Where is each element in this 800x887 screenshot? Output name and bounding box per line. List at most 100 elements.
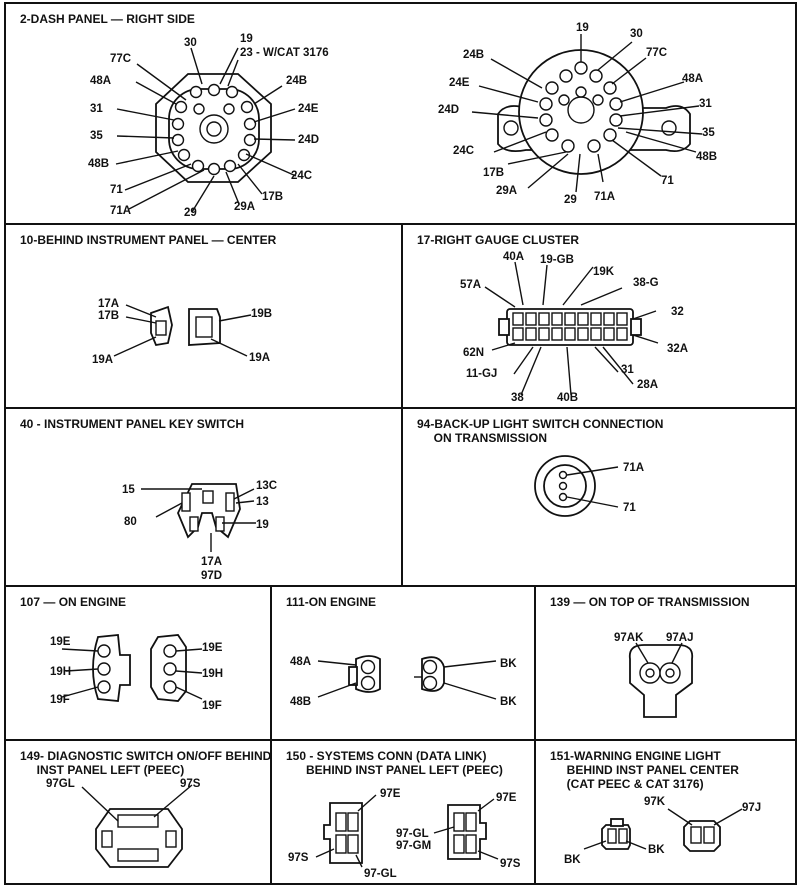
dash-connector-diagram: 30 19 23 - W/CAT 3176 77C 24B 48A 31 24E… — [88, 22, 717, 219]
panel-title: 2-DASH PANEL — RIGHT SIDE — [20, 12, 195, 26]
panel-dash-panel-right-side: 2-DASH PANEL — RIGHT SIDE 30 19 23 - W/C… — [4, 2, 797, 225]
right-label: 31 — [699, 98, 712, 110]
wire-label: 17A — [98, 298, 119, 310]
right-label: 71 — [661, 175, 674, 187]
wire-label: 97S — [180, 778, 201, 790]
connector-front-view: 30 19 23 - W/CAT 3176 77C 24B 48A 31 24E… — [88, 33, 329, 219]
panel-title: 139 — ON TOP OF TRANSMISSION — [550, 595, 750, 609]
connector-pin — [590, 312, 602, 326]
connector-pin — [525, 312, 537, 326]
connector-pin — [577, 327, 589, 341]
wire-label: 19-GB — [540, 254, 574, 266]
connector-pin — [590, 327, 602, 341]
left-label: 23 - W/CAT 3176 — [240, 47, 329, 59]
connector-diagram: 15 13C 13 80 19 17A 97D — [122, 480, 277, 582]
wire-label: 48B — [290, 696, 311, 708]
connector-diagram: 40A 19-GB 19K 57A 38-G 32 62N 32A 11-GJ … — [460, 251, 688, 404]
left-label: 48B — [88, 158, 109, 170]
left-label: 29 — [184, 207, 197, 219]
left-label: 48A — [90, 75, 111, 87]
right-label: 24C — [453, 145, 474, 157]
connector-pin — [512, 312, 524, 326]
right-label: 48A — [682, 73, 703, 85]
connector-diagram: 48A 48B BK BK — [290, 655, 517, 708]
connector-diagram: BK BK 97K 97J — [564, 796, 761, 866]
connector-diagram: 17A 17B 19B 19A 19A — [92, 298, 272, 366]
panel-title: 149- DIAGNOSTIC SWITCH ON/OFF BEHIND INS… — [20, 749, 272, 777]
wire-label: BK — [500, 696, 517, 708]
wire-label: 13C — [256, 480, 277, 492]
connector-pin — [603, 327, 615, 341]
right-label: 24B — [463, 49, 484, 61]
gauge-cluster-connector: 40A 19-GB 19K 57A 38-G 32 62N 32A 11-GJ … — [460, 251, 688, 404]
wire-label: 32A — [667, 343, 688, 355]
panel-title: 150 - SYSTEMS CONN (DATA LINK) BEHIND IN… — [286, 749, 503, 777]
wire-label: 28A — [637, 379, 658, 391]
wire-label: 38-G — [633, 277, 659, 289]
wire-label: 19H — [50, 666, 71, 678]
diagnostic-switch-connector: 97GL 97S — [46, 778, 201, 868]
right-label: 29 — [564, 194, 577, 206]
connector-pair: 17A 17B 19B 19A 19A — [92, 298, 272, 366]
wire-label: 97E — [380, 788, 401, 800]
left-label: 30 — [184, 37, 197, 49]
panel-151-warning-engine-light: 151-WARNING ENGINE LIGHT BEHIND INST PAN… — [534, 739, 797, 885]
wire-label: 17A — [201, 556, 222, 568]
panel-139-on-top-of-transmission: 139 — ON TOP OF TRANSMISSION 97AK 97AJ — [534, 585, 797, 741]
panel-149-diagnostic-switch: 149- DIAGNOSTIC SWITCH ON/OFF BEHIND INS… — [4, 739, 272, 885]
connector-pin — [512, 327, 524, 341]
wire-label: 71 — [623, 502, 636, 514]
wire-label: 62N — [463, 347, 484, 359]
warning-light-connector-pair: BK BK 97K 97J — [564, 796, 761, 866]
wire-label: 19E — [202, 642, 223, 654]
wire-label: 40A — [503, 251, 524, 263]
panel-title: 40 - INSTRUMENT PANEL KEY SWITCH — [20, 417, 245, 431]
wire-label: 15 — [122, 484, 135, 496]
left-label: 71A — [110, 205, 131, 217]
right-label: 24D — [438, 104, 459, 116]
wire-label: 80 — [124, 516, 137, 528]
wire-label: 71A — [623, 462, 644, 474]
wire-label: 13 — [256, 496, 269, 508]
left-label: 77C — [110, 53, 131, 65]
connector-pin — [564, 327, 576, 341]
panel-right-gauge-cluster: 17-RIGHT GAUGE CLUSTER 40A 19-GB 19K 57A… — [401, 223, 797, 409]
panel-title: 94-BACK-UP LIGHT SWITCH CONNECTION ON TR… — [417, 417, 664, 445]
left-label: 24E — [298, 103, 319, 115]
connector-pin — [603, 312, 615, 326]
wire-label: 19E — [50, 636, 71, 648]
wire-label: 97-GL — [396, 828, 429, 840]
wire-label: 97-GL — [364, 868, 397, 880]
wire-label: 97E — [496, 792, 517, 804]
wire-label: 32 — [671, 306, 684, 318]
connector-rear-view: 19 30 77C 24B 48A 24E 31 24D 35 24C 48B … — [438, 22, 717, 206]
connector-pin — [551, 327, 563, 341]
wire-label: 19H — [202, 668, 223, 680]
right-label: 30 — [630, 28, 643, 40]
wire-label: 97-GM — [396, 840, 431, 852]
wire-label: 57A — [460, 279, 481, 291]
left-label: 24C — [291, 170, 312, 182]
left-label: 19 — [240, 33, 253, 45]
wire-label: 19F — [202, 700, 222, 712]
panel-behind-instrument-panel-center: 10-BEHIND INSTRUMENT PANEL — CENTER 17A … — [4, 223, 403, 409]
connector-pin — [564, 312, 576, 326]
key-switch-connector: 15 13C 13 80 19 17A 97D — [122, 480, 277, 582]
wire-label: BK — [500, 658, 517, 670]
wire-label: 97GL — [46, 778, 75, 790]
wire-label: BK — [648, 844, 665, 856]
right-label: 35 — [702, 127, 715, 139]
panel-title: 17-RIGHT GAUGE CLUSTER — [417, 233, 580, 247]
left-label: 29A — [234, 201, 255, 213]
wire-label: 48A — [290, 656, 311, 668]
connector-pin — [538, 327, 550, 341]
right-label: 48B — [696, 151, 717, 163]
connector-pin — [538, 312, 550, 326]
wire-label: 97S — [288, 852, 309, 864]
connector-pin — [551, 312, 563, 326]
wire-label: 17B — [98, 310, 119, 322]
connector-diagram: 97E 97S 97-GL 97E 97-GL 97-GM 97S — [288, 788, 521, 880]
connector-diagram: 97AK 97AJ — [614, 632, 694, 718]
left-label: 35 — [90, 130, 103, 142]
wire-label: 97S — [500, 858, 521, 870]
